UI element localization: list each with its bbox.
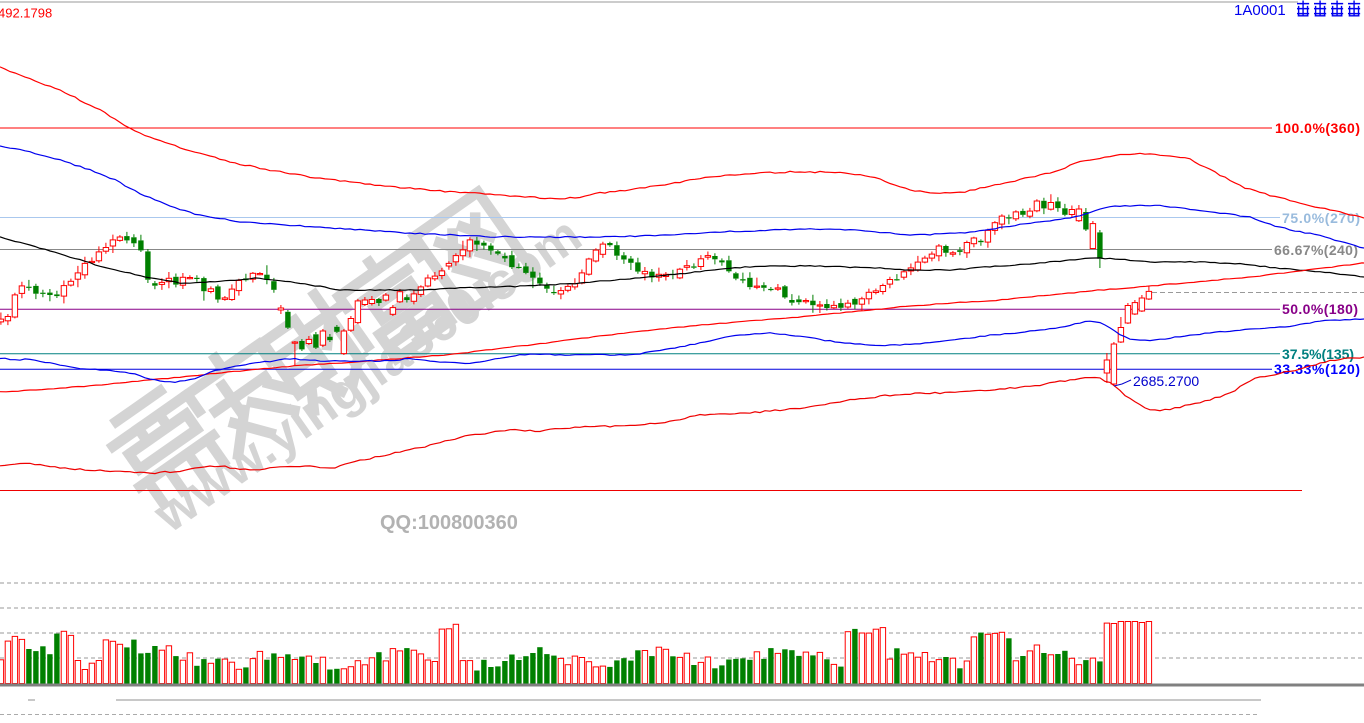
svg-text:100.0%(360): 100.0%(360) [1275, 120, 1360, 136]
svg-text:492.1798: 492.1798 [0, 6, 52, 21]
svg-text:1A0001: 1A0001 [1234, 2, 1286, 19]
svg-text:66.67%(240): 66.67%(240) [1274, 242, 1358, 258]
svg-text:2685.2700: 2685.2700 [1133, 373, 1199, 389]
svg-text:33.33%(120): 33.33%(120) [1274, 361, 1360, 377]
svg-text:QQ:100800360: QQ:100800360 [380, 512, 518, 534]
svg-text:75.0%(270): 75.0%(270) [1282, 210, 1360, 226]
svg-text:50.0%(180): 50.0%(180) [1282, 301, 1358, 317]
svg-text:37.5%(135): 37.5%(135) [1282, 346, 1354, 362]
